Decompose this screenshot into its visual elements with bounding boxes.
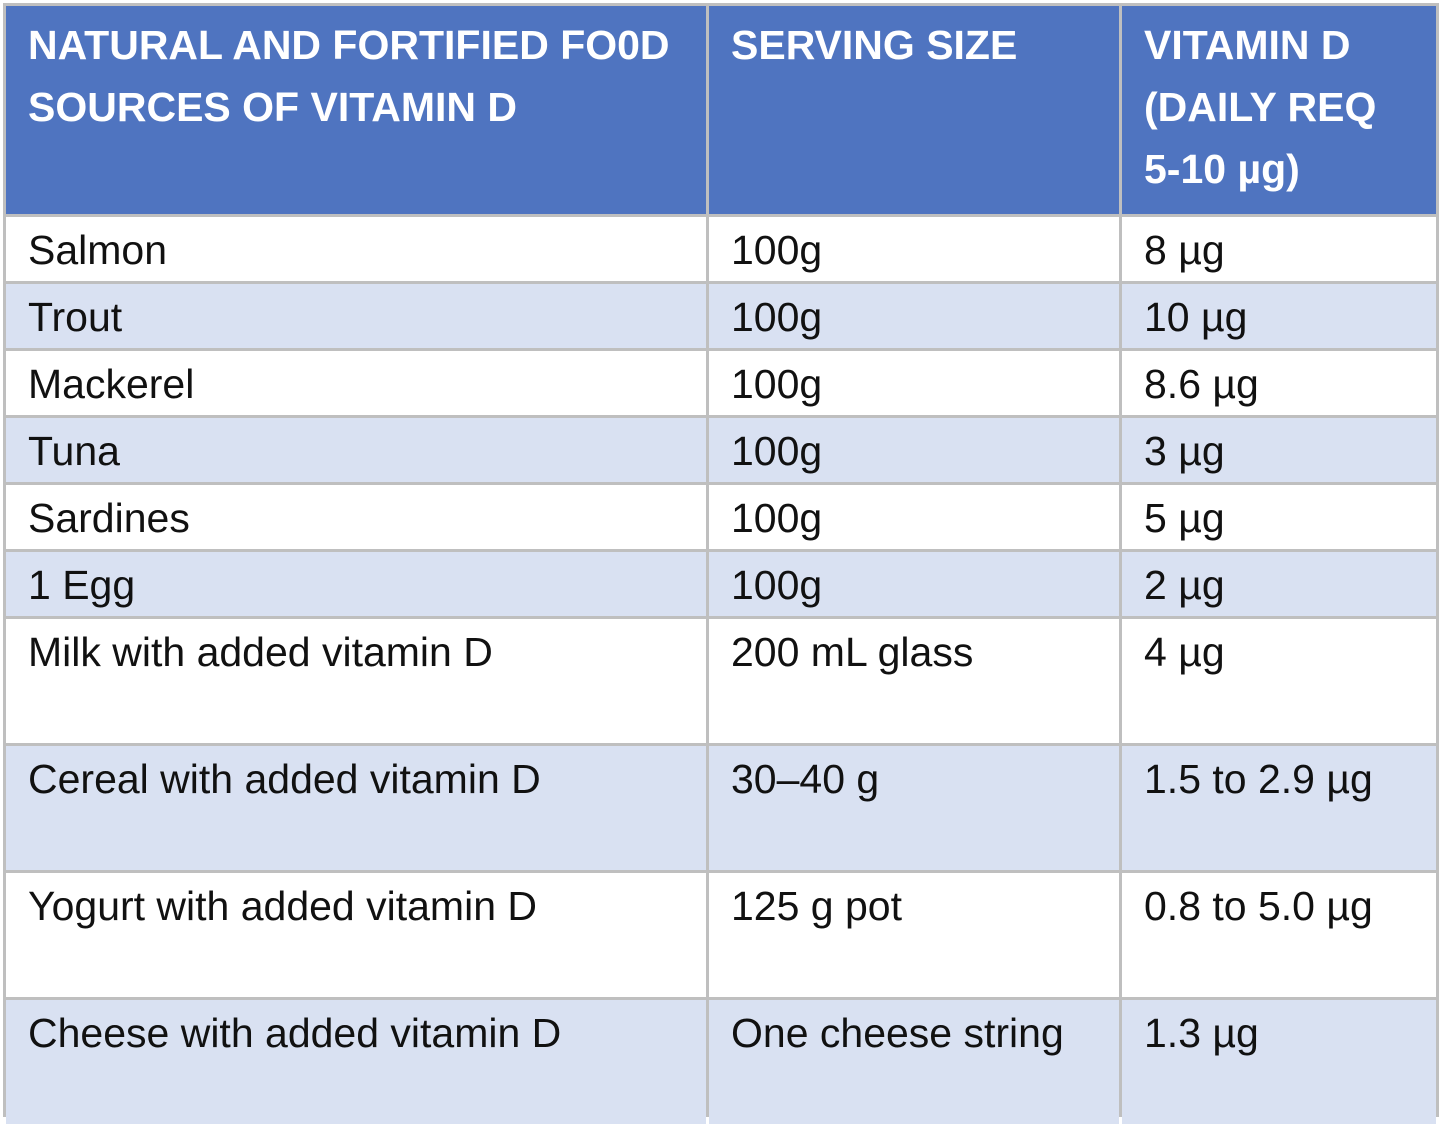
cell-serving: 100g <box>709 217 1119 281</box>
cell-food: Yogurt with added vitamin D <box>6 873 706 997</box>
header-food-source: NATURAL AND FORTIFIED FO0D SOURCES OF VI… <box>6 6 706 214</box>
cell-vitamin-d: 0.8 to 5.0 µg <box>1122 873 1436 997</box>
table-row-milk: Milk with added vitamin D 200 mL glass 4… <box>6 619 1436 743</box>
cell-serving: 100g <box>709 418 1119 482</box>
cell-serving: 100g <box>709 485 1119 549</box>
cell-vitamin-d: 8.6 µg <box>1122 351 1436 415</box>
table-row-mackerel: Mackerel 100g 8.6 µg <box>6 351 1436 415</box>
cell-vitamin-d: 2 µg <box>1122 552 1436 616</box>
cell-vitamin-d: 8 µg <box>1122 217 1436 281</box>
cell-serving: 100g <box>709 284 1119 348</box>
cell-food: Tuna <box>6 418 706 482</box>
table-row-egg: 1 Egg 100g 2 µg <box>6 552 1436 616</box>
header-vitamin-d: VITAMIN D (DAILY REQ 5-10 µg) <box>1122 6 1436 214</box>
cell-serving: 125 g pot <box>709 873 1119 997</box>
cell-serving: 100g <box>709 351 1119 415</box>
cell-serving: 200 mL glass <box>709 619 1119 743</box>
cell-food: Trout <box>6 284 706 348</box>
cell-food: Sardines <box>6 485 706 549</box>
table-row-trout: Trout 100g 10 µg <box>6 284 1436 348</box>
cell-vitamin-d: 4 µg <box>1122 619 1436 743</box>
table-row-cheese: Cheese with added vitamin D One cheese s… <box>6 1000 1436 1124</box>
vitamin-d-table: NATURAL AND FORTIFIED FO0D SOURCES OF VI… <box>3 3 1439 1124</box>
header-serving-size-label: SERVING SIZE <box>731 22 1018 68</box>
cell-serving: 30–40 g <box>709 746 1119 870</box>
header-vitamin-d-label: VITAMIN D (DAILY REQ 5-10 µg) <box>1144 22 1377 192</box>
cell-food: Milk with added vitamin D <box>6 619 706 743</box>
header-row: NATURAL AND FORTIFIED FO0D SOURCES OF VI… <box>6 6 1436 214</box>
cell-vitamin-d: 3 µg <box>1122 418 1436 482</box>
cell-food: 1 Egg <box>6 552 706 616</box>
table-row-sardines: Sardines 100g 5 µg <box>6 485 1436 549</box>
cell-vitamin-d: 10 µg <box>1122 284 1436 348</box>
cell-food: Salmon <box>6 217 706 281</box>
table-row-salmon: Salmon 100g 8 µg <box>6 217 1436 281</box>
vitamin-d-table-grid: NATURAL AND FORTIFIED FO0D SOURCES OF VI… <box>3 3 1439 1127</box>
table-row-cereal: Cereal with added vitamin D 30–40 g 1.5 … <box>6 746 1436 870</box>
table-row-tuna: Tuna 100g 3 µg <box>6 418 1436 482</box>
cell-food: Cereal with added vitamin D <box>6 746 706 870</box>
cell-vitamin-d: 5 µg <box>1122 485 1436 549</box>
header-serving-size: SERVING SIZE <box>709 6 1119 214</box>
cell-food: Cheese with added vitamin D <box>6 1000 706 1124</box>
cell-vitamin-d: 1.5 to 2.9 µg <box>1122 746 1436 870</box>
cell-vitamin-d: 1.3 µg <box>1122 1000 1436 1124</box>
table-row-yogurt: Yogurt with added vitamin D 125 g pot 0.… <box>6 873 1436 997</box>
cell-serving: One cheese string <box>709 1000 1119 1124</box>
cell-food: Mackerel <box>6 351 706 415</box>
header-food-source-label: NATURAL AND FORTIFIED FO0D SOURCES OF VI… <box>28 22 670 130</box>
cell-serving: 100g <box>709 552 1119 616</box>
